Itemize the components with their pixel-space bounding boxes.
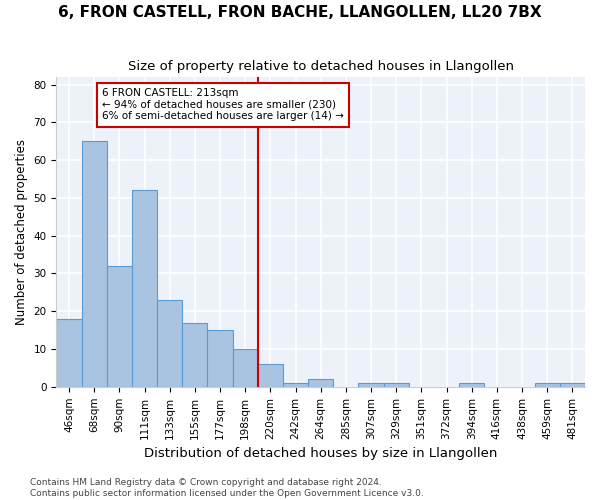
Text: 6 FRON CASTELL: 213sqm
← 94% of detached houses are smaller (230)
6% of semi-det: 6 FRON CASTELL: 213sqm ← 94% of detached… xyxy=(102,88,344,122)
Bar xyxy=(182,322,208,387)
Bar xyxy=(358,383,383,387)
Bar xyxy=(535,383,560,387)
Text: 6, FRON CASTELL, FRON BACHE, LLANGOLLEN, LL20 7BX: 6, FRON CASTELL, FRON BACHE, LLANGOLLEN,… xyxy=(58,5,542,20)
Bar xyxy=(82,141,107,387)
Bar xyxy=(258,364,283,387)
X-axis label: Distribution of detached houses by size in Llangollen: Distribution of detached houses by size … xyxy=(144,447,497,460)
Text: Contains HM Land Registry data © Crown copyright and database right 2024.
Contai: Contains HM Land Registry data © Crown c… xyxy=(30,478,424,498)
Y-axis label: Number of detached properties: Number of detached properties xyxy=(15,139,28,325)
Bar xyxy=(308,380,333,387)
Bar xyxy=(233,349,258,387)
Bar xyxy=(383,383,409,387)
Bar xyxy=(459,383,484,387)
Bar xyxy=(132,190,157,387)
Bar xyxy=(283,383,308,387)
Bar xyxy=(208,330,233,387)
Bar xyxy=(56,319,82,387)
Bar xyxy=(107,266,132,387)
Title: Size of property relative to detached houses in Llangollen: Size of property relative to detached ho… xyxy=(128,60,514,73)
Bar xyxy=(157,300,182,387)
Bar xyxy=(560,383,585,387)
